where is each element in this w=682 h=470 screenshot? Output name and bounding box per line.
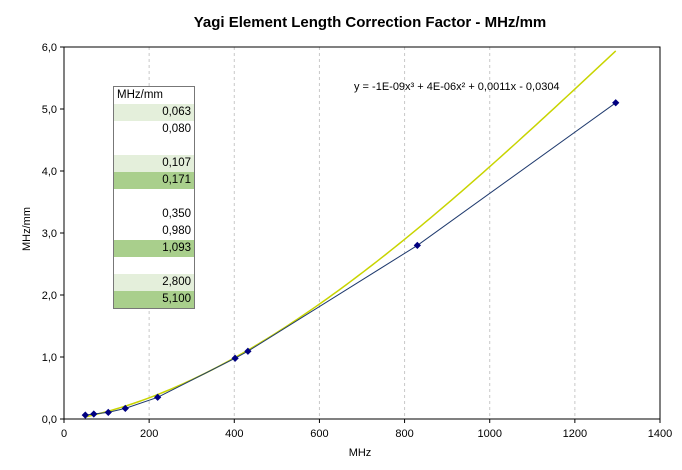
x-tick-label: 1000 [477,428,501,440]
data-point [90,410,98,418]
data-point [81,411,89,419]
data-point [121,404,129,413]
data-point [154,393,162,401]
value-table-cell: 0,107 [114,155,194,172]
data-point [413,241,421,250]
data-point [231,354,239,362]
chart-title: Yagi Element Length Correction Factor - … [193,14,547,31]
value-table-cell: 0,063 [114,104,194,121]
grid-layer [148,47,576,419]
value-table-cell: 0,080 [114,121,194,138]
y-tick-label: 2,0 [42,290,57,302]
data-point [612,99,620,107]
x-tick-label: 400 [225,428,243,440]
series-layer [81,99,620,419]
y-tick-label: 5,0 [42,104,57,116]
value-table: MHz/mm 0,063 0,080 0,107 0,171 0,350 0,980 1,0… [113,86,195,309]
y-tick-label: 3,0 [42,228,57,240]
value-table-cell: 5,100 [114,291,194,308]
value-table-cell: 0,350 [114,206,194,223]
y-axis-title: MHz/mm [21,207,33,251]
x-tick-label: 200 [140,428,158,440]
y-tick-label: 4,0 [42,166,57,178]
value-table-cell: 1,093 [114,240,194,257]
y-tick-label: 1,0 [42,352,57,364]
data-point [104,408,112,416]
value-table-header: MHz/mm [117,89,163,101]
trendline-curve [85,50,617,418]
value-table-cell [114,257,194,274]
x-axis-title: MHz [349,447,372,459]
value-table-rows: 0,063 0,080 0,107 0,171 0,350 0,980 1,093 2,800… [114,104,194,308]
x-tick-label: 1200 [563,428,587,440]
x-tick-label: 600 [310,428,328,440]
axis-layer: 0 200 400 600 800 1000 1200 1400 0,0 1,0 2,0 3,0 4,0… [42,42,673,440]
trendline-equation: y = -1E-09x³ + 4E-06x² + 0,0011x - 0,030… [354,81,560,93]
y-tick-label: 6,0 [42,42,57,54]
y-tick-label: 0,0 [42,414,57,426]
data-point [244,347,252,355]
trendline-layer [85,50,617,418]
x-tick-label: 800 [395,428,413,440]
value-table-cell: 0,980 [114,223,194,240]
value-table-cell: 0,171 [114,172,194,189]
value-table-cell [114,138,194,155]
value-table-cell [114,189,194,206]
x-tick-label: 0 [61,428,67,440]
value-table-cell: 2,800 [114,274,194,291]
x-tick-label: 1400 [648,428,672,440]
